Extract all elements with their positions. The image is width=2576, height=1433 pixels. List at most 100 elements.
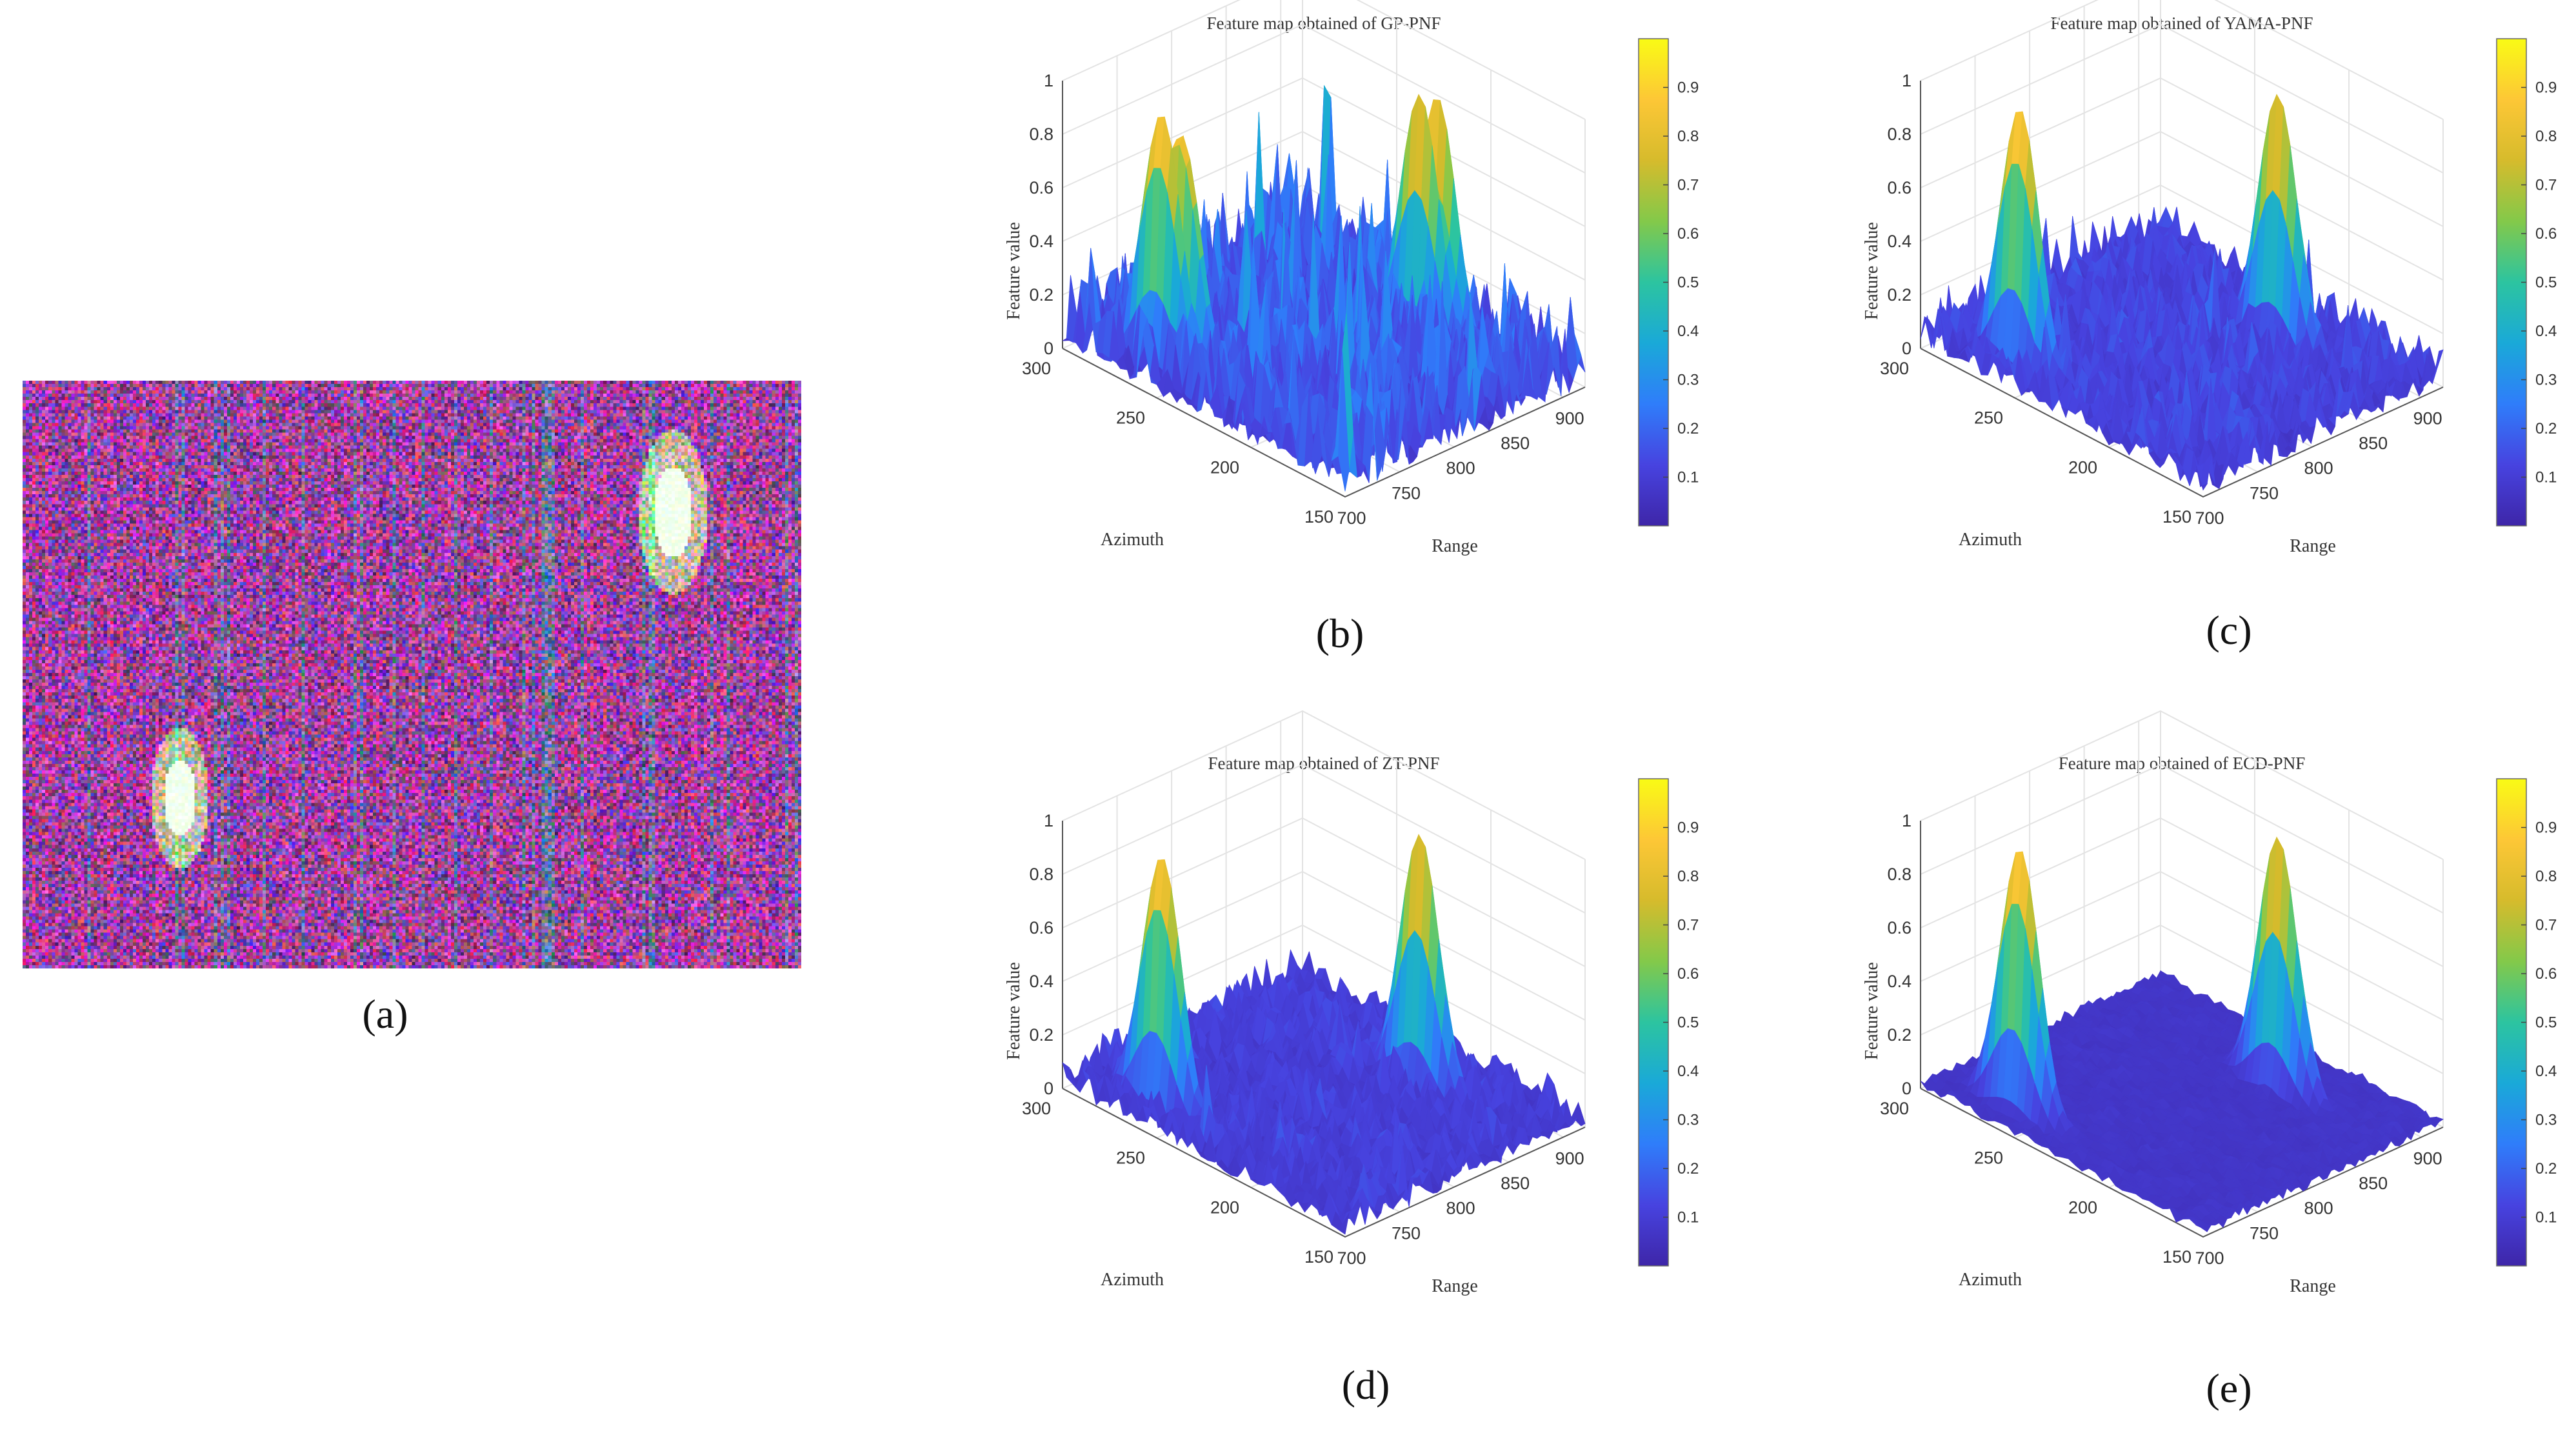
colorbar-tick-label: 0.5: [2535, 274, 2557, 292]
z-tick-label: 0.2: [1887, 1025, 1912, 1045]
z-tick-label: 0.4: [1887, 972, 1912, 991]
z-axis-label: Feature value: [1004, 222, 1024, 320]
range-tick-label: 900: [1555, 408, 1584, 428]
azimuth-tick-label: 250: [1974, 408, 2003, 428]
azimuth-tick-label: 200: [1210, 457, 1239, 477]
caption-c: (c): [2206, 607, 2252, 653]
colorbar-tick-label: 0.1: [1677, 469, 1699, 486]
z-tick-label: 1: [1044, 71, 1053, 90]
colorbar-tick-label: 0.8: [1677, 128, 1699, 145]
colorbar-tick-label: 0.5: [1677, 1014, 1699, 1032]
surface-plot-b: Feature map obtained of GP-PNF 0 0.2 0.4 0.6…: [1004, 0, 1699, 556]
range-axis-label: Range: [1432, 536, 1478, 556]
caption-d: (d): [1341, 1362, 1390, 1408]
z-tick-label: 0: [1044, 1079, 1053, 1098]
azimuth-axis-label: Azimuth: [1959, 530, 2022, 550]
colorbar-tick-label: 0.7: [1677, 177, 1699, 194]
range-tick-label: 700: [1337, 508, 1366, 528]
azimuth-tick-label: 200: [1210, 1198, 1239, 1217]
azimuth-tick-label: 250: [1974, 1148, 2003, 1168]
azimuth-tick-label: 300: [1022, 1099, 1051, 1118]
range-tick-label: 850: [1501, 434, 1530, 453]
surface-mesh: [1920, 94, 2444, 491]
range-tick-label: 800: [1446, 459, 1475, 478]
z-tick-label: 0.6: [1029, 178, 1053, 197]
range-tick-label: 800: [2304, 459, 2333, 478]
range-tick-label: 700: [2195, 508, 2224, 528]
colorbar-tick-label: 0.8: [1677, 868, 1699, 885]
colorbar-tick-label: 0.7: [2535, 917, 2557, 934]
plot-title: Feature map obtained of ZT-PNF: [1208, 754, 1440, 773]
range-tick-label: 850: [2359, 1174, 2388, 1193]
azimuth-tick-label: 150: [2162, 507, 2192, 526]
colorbar-tick-label: 0.4: [1677, 1063, 1699, 1080]
azimuth-tick-label: 150: [2162, 1247, 2192, 1267]
caption-b: (b): [1315, 610, 1364, 656]
z-tick-label: 0.2: [1029, 1025, 1053, 1045]
colorbar-tick-label: 0.6: [1677, 225, 1699, 243]
caption-e: (e): [2206, 1365, 2252, 1411]
z-tick-label: 0.4: [1029, 972, 1053, 991]
plot-title: Feature map obtained of YAMA-PNF: [2051, 14, 2313, 33]
colorbar-tick-label: 0.6: [2535, 225, 2557, 243]
colorbar-tick-label: 0.4: [2535, 1063, 2557, 1080]
range-tick-label: 750: [1392, 1223, 1421, 1243]
colorbar-tick-label: 0.7: [2535, 177, 2557, 194]
colorbar-tick-label: 0.9: [1677, 79, 1699, 97]
z-tick-label: 1: [1902, 811, 1912, 830]
azimuth-tick-label: 300: [1880, 359, 1909, 378]
range-tick-label: 850: [2359, 434, 2388, 453]
range-tick-label: 750: [2250, 483, 2279, 503]
z-tick-label: 1: [1044, 811, 1053, 830]
range-tick-label: 800: [2304, 1199, 2333, 1218]
z-tick-label: 0.6: [1887, 918, 1912, 937]
z-tick-label: 1: [1902, 71, 1912, 90]
surface-mesh: [1062, 85, 1586, 492]
azimuth-axis-label: Azimuth: [1101, 530, 1164, 550]
z-tick-label: 0.4: [1029, 232, 1053, 251]
range-tick-label: 700: [2195, 1248, 2224, 1268]
z-tick-label: 0.2: [1887, 285, 1912, 305]
z-tick-label: 0.6: [1887, 178, 1912, 197]
plot-title: Feature map obtained of GP-PNF: [1207, 14, 1441, 33]
z-tick-label: 0.8: [1887, 865, 1912, 884]
azimuth-tick-label: 200: [2068, 1198, 2097, 1217]
caption-a: (a): [362, 991, 408, 1037]
colorbar-tick-label: 0.1: [2535, 1209, 2557, 1227]
colorbar-tick-label: 0.3: [2535, 1112, 2557, 1129]
z-tick-label: 0.4: [1887, 232, 1912, 251]
azimuth-tick-label: 200: [2068, 457, 2097, 477]
range-axis-label: Range: [1432, 1276, 1478, 1296]
range-tick-label: 750: [1392, 483, 1421, 503]
colorbar-tick-label: 0.2: [2535, 420, 2557, 437]
colorbar-tick-label: 0.3: [1677, 1112, 1699, 1129]
range-tick-label: 750: [2250, 1223, 2279, 1243]
z-axis-label: Feature value: [1862, 962, 1882, 1060]
colorbar-tick-label: 0.9: [2535, 79, 2557, 97]
surface-plot-d: Feature map obtained of ZT-PNF 0 0.2 0.4 0.6…: [1004, 710, 1699, 1296]
colorbar-tick-label: 0.8: [2535, 868, 2557, 885]
surface-plot-c: Feature map obtained of YAMA-PNF 0 0.2 0.4 0…: [1862, 0, 2557, 556]
colorbar-tick-label: 0.6: [2535, 965, 2557, 983]
colorbar-tick-label: 0.4: [1677, 323, 1699, 340]
range-axis-label: Range: [2290, 1276, 2336, 1296]
surface-mesh: [1062, 834, 1586, 1235]
colorbar-tick-label: 0.2: [1677, 420, 1699, 437]
z-tick-label: 0.8: [1029, 125, 1053, 144]
colorbar-tick-label: 0.2: [1677, 1160, 1699, 1177]
colorbar-tick-label: 0.6: [1677, 965, 1699, 983]
z-tick-label: 0: [1044, 339, 1053, 358]
azimuth-tick-label: 300: [1022, 359, 1051, 378]
z-tick-label: 0.8: [1887, 125, 1912, 144]
range-tick-label: 900: [2413, 408, 2442, 428]
colorbar-tick-label: 0.7: [1677, 917, 1699, 934]
azimuth-axis-label: Azimuth: [1959, 1270, 2022, 1290]
azimuth-tick-label: 150: [1304, 507, 1333, 526]
z-tick-label: 0.6: [1029, 918, 1053, 937]
colorbar-tick-label: 0.3: [2535, 372, 2557, 389]
z-axis-label: Feature value: [1862, 222, 1882, 320]
plot-title: Feature map obtained of ECD-PNF: [2059, 754, 2305, 773]
colorbar-tick-label: 0.3: [1677, 372, 1699, 389]
range-axis-label: Range: [2290, 536, 2336, 556]
